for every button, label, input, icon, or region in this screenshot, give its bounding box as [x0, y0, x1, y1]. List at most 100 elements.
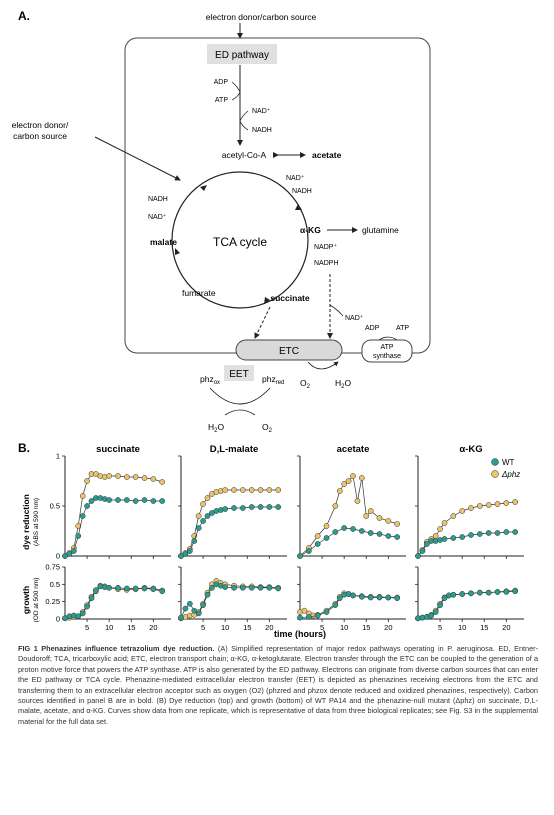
data-point [358, 593, 365, 600]
data-point [476, 531, 483, 537]
data-point [476, 589, 483, 596]
data-point [222, 487, 229, 493]
x-tick-label: 10 [340, 623, 348, 632]
data-point [123, 497, 130, 503]
data-point [275, 487, 282, 493]
data-point [79, 513, 86, 519]
data-point [191, 538, 198, 544]
data-point [367, 594, 374, 601]
data-point [314, 541, 321, 547]
data-point [195, 525, 202, 531]
data-point [432, 533, 439, 539]
data-point [441, 595, 448, 602]
data-point [332, 503, 339, 509]
series-line-WT [64, 586, 163, 619]
data-point [257, 504, 264, 510]
data-point [200, 501, 206, 507]
data-point [376, 594, 383, 601]
x-tick-label: 5 [85, 623, 89, 632]
x-tick-label: 20 [265, 623, 273, 632]
data-point [354, 498, 361, 504]
x-tick-label: 15 [243, 623, 251, 632]
adp-atp-curve [231, 81, 241, 101]
data-point [441, 536, 448, 542]
data-point [141, 497, 148, 503]
plot-dye-3: α-KG [415, 444, 524, 559]
data-point [132, 585, 139, 592]
data-point [239, 505, 246, 511]
caption-body: (A) Simplified representation of major r… [18, 644, 539, 726]
data-point [503, 500, 510, 506]
legend-wt-marker [491, 458, 499, 466]
data-point [450, 535, 457, 541]
data-point [75, 613, 82, 620]
legend: WT Δphz [491, 458, 520, 479]
x-tick-label: 5 [201, 623, 205, 632]
data-point [459, 591, 466, 597]
panel-a-label: A. [18, 9, 30, 23]
tca-arrowhead-2 [264, 297, 270, 304]
eet-box [224, 365, 254, 381]
fumarate-label: fumarate [182, 288, 216, 298]
tca-arrowhead-1 [295, 204, 302, 210]
data-point [186, 600, 193, 607]
phz-ox-label: phzox [200, 374, 220, 386]
data-point [385, 518, 392, 524]
data-point [394, 534, 401, 540]
y-tick-label: 0.75 [45, 563, 60, 572]
data-point [150, 498, 157, 504]
left-source-line1: electron donor/ [12, 120, 69, 130]
panel-title: acetate [337, 444, 370, 455]
plots: 0 0.5 1 succinate D,L-malate acetate α-KG 5 10 15… [45, 444, 524, 632]
x-tick-label: 10 [105, 623, 113, 632]
glutamine-label: glutamine [362, 225, 399, 235]
eet-curve [209, 387, 271, 405]
data-point [350, 526, 356, 532]
data-point [182, 551, 189, 557]
data-point [195, 513, 202, 519]
data-point [385, 594, 392, 601]
x-tick-label: 15 [362, 623, 370, 632]
data-point [70, 548, 77, 554]
o2-lower: O2 [262, 422, 273, 434]
data-point [84, 603, 90, 610]
data-point [248, 487, 255, 493]
data-point [358, 528, 365, 534]
data-point [415, 553, 421, 559]
succinate-etc-arrow [254, 306, 271, 339]
data-point [459, 534, 466, 540]
etc-label: ETC [279, 346, 299, 357]
y-tick-label: 0 [56, 552, 60, 561]
data-point [494, 530, 501, 536]
data-point [248, 504, 255, 510]
data-point [336, 595, 343, 602]
series-line-Δphz [180, 489, 279, 557]
data-point [231, 487, 237, 493]
data-point [132, 474, 139, 480]
data-point [115, 584, 121, 591]
tca-arrowhead-3 [175, 248, 180, 255]
plot-growth-2: 5 10 15 20 [297, 566, 406, 632]
data-point [141, 475, 148, 481]
data-point [106, 497, 113, 503]
data-point [248, 584, 255, 591]
data-point [503, 529, 510, 535]
tca-circle [171, 171, 309, 309]
data-point [450, 591, 457, 598]
adp-label: ADP [214, 79, 229, 86]
data-point [266, 487, 273, 493]
x-tick-label: 10 [458, 623, 466, 632]
data-point [503, 589, 510, 595]
series-line-Δphz [64, 473, 163, 557]
data-point [468, 505, 474, 511]
data-point [345, 478, 352, 484]
dye-axis-label: dye reduction [21, 494, 31, 550]
data-point [150, 476, 157, 482]
data-point [182, 605, 189, 612]
data-point [239, 584, 246, 591]
malate-label: malate [150, 237, 177, 247]
eet-label: EET [229, 369, 248, 380]
data-point [84, 503, 90, 509]
nad-plus-label: NAD⁺ [252, 107, 271, 115]
data-point [428, 612, 435, 619]
